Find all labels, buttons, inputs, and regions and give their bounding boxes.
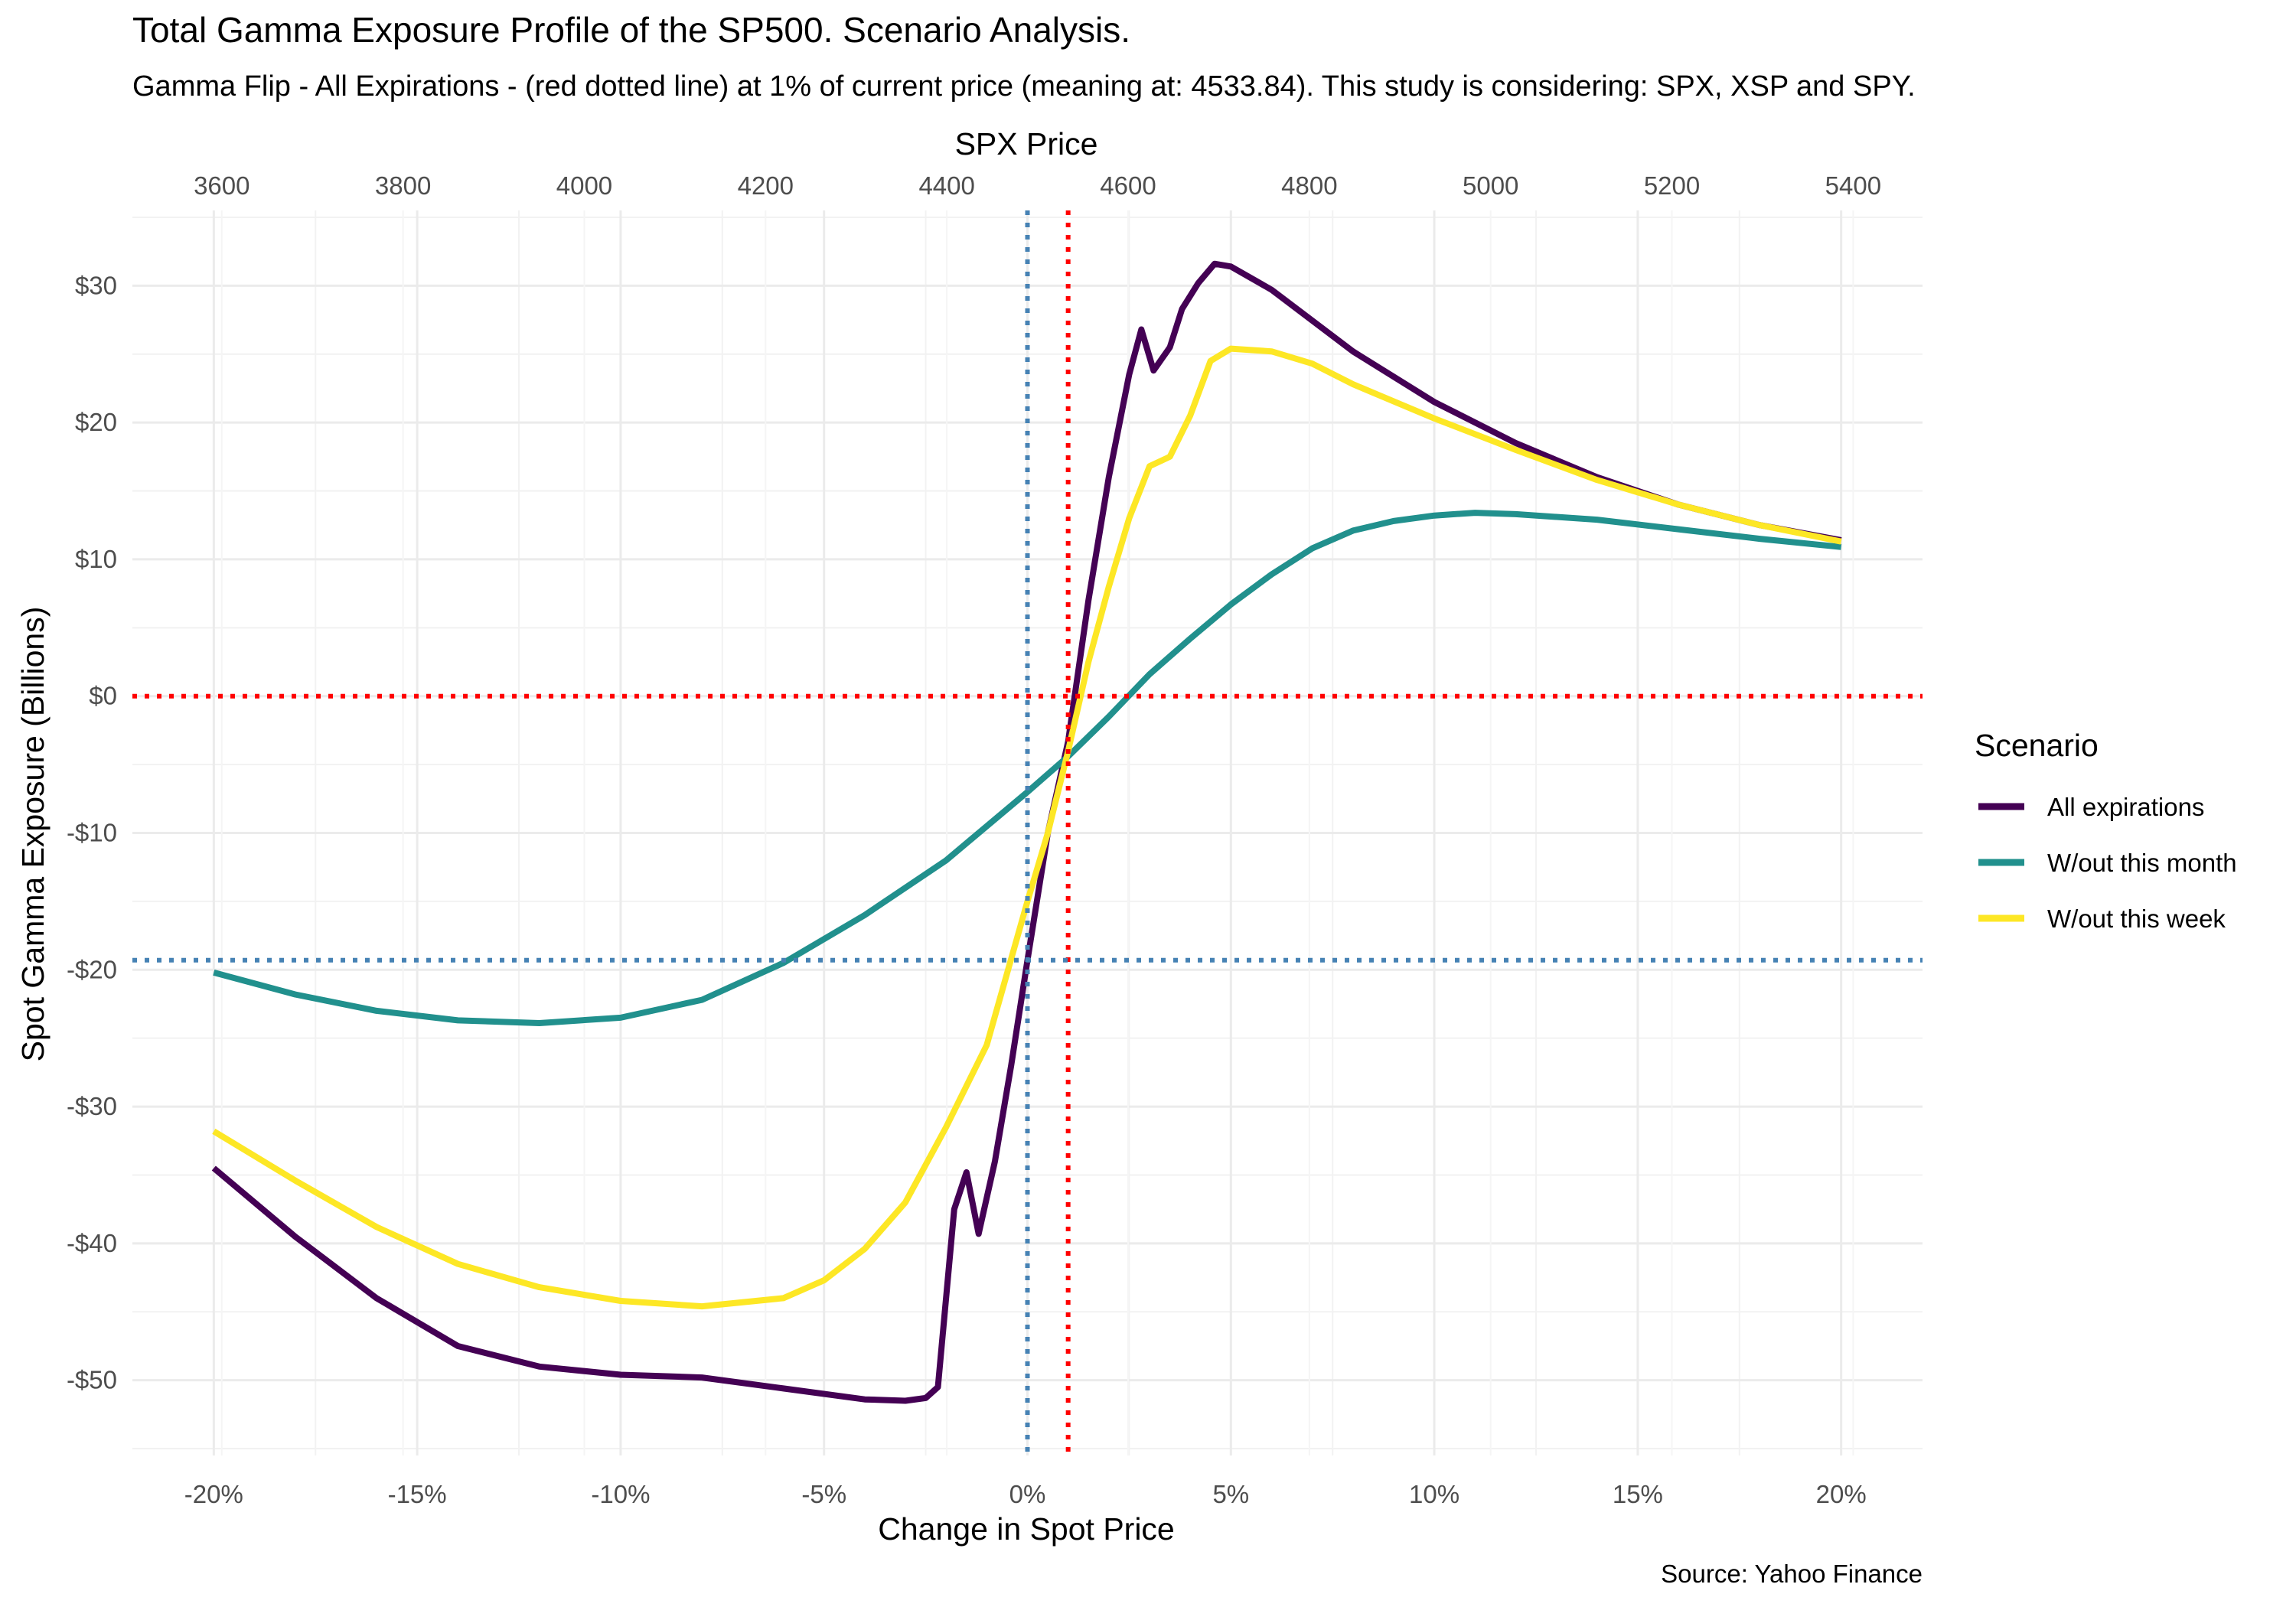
x-tick-label: 15% <box>1613 1480 1663 1508</box>
chart-subtitle: Gamma Flip - All Expirations - (red dott… <box>132 70 1916 103</box>
secondary-x-tick-label: 5200 <box>1644 171 1700 200</box>
legend-item-label: All expirations <box>2047 793 2204 821</box>
source-caption: Source: Yahoo Finance <box>1661 1560 1923 1588</box>
x-tick-label: 10% <box>1409 1480 1459 1508</box>
y-tick-label: -$30 <box>67 1092 117 1120</box>
x-tick-label: 20% <box>1816 1480 1867 1508</box>
chart-title: Total Gamma Exposure Profile of the SP50… <box>132 10 1130 50</box>
x-tick-label: -20% <box>184 1480 243 1508</box>
secondary-x-tick-label: 3600 <box>194 171 249 200</box>
x-tick-label: -5% <box>801 1480 846 1508</box>
secondary-x-tick-label: 4600 <box>1100 171 1156 200</box>
y-tick-label: -$10 <box>67 819 117 847</box>
y-tick-label: -$20 <box>67 955 117 983</box>
x-tick-label: -15% <box>388 1480 447 1508</box>
secondary-x-tick-label: 5000 <box>1463 171 1518 200</box>
legend: Scenario All expirations W/out this month… <box>1975 728 2237 933</box>
y-tick-label: $0 <box>89 682 117 710</box>
x-tick-label: 0% <box>1009 1480 1046 1508</box>
series-line-w-out-this-month <box>213 510 1842 1026</box>
x-tick-label: 5% <box>1212 1480 1249 1508</box>
series-lines <box>211 260 1842 1404</box>
x-axis-title: Change in Spot Price <box>878 1511 1174 1547</box>
secondary-x-tick-label: 4800 <box>1281 171 1337 200</box>
secondary-x-tick-label: 5400 <box>1825 171 1881 200</box>
reference-lines <box>132 210 1923 1455</box>
secondary-x-tick-label: 4000 <box>556 171 612 200</box>
x-axis-tick-labels: -20% -15% -10% -5% 0% 5% 10% 15% 20% <box>184 1480 1867 1508</box>
secondary-x-axis-title: SPX Price <box>955 126 1098 161</box>
secondary-x-tick-label: 3800 <box>375 171 431 200</box>
y-tick-label: $20 <box>75 408 117 436</box>
legend-title: Scenario <box>1975 728 2099 763</box>
y-axis-tick-labels: -$50 -$40 -$30 -$20 -$10 $0 $10 $20 $30 <box>67 271 117 1393</box>
series-line-w-out-this-week <box>212 345 1842 1310</box>
y-tick-label: -$50 <box>67 1366 117 1394</box>
y-tick-label: -$40 <box>67 1229 117 1257</box>
secondary-x-tick-label: 4200 <box>738 171 794 200</box>
major-gridlines <box>132 210 1923 1455</box>
y-tick-label: $30 <box>75 271 117 299</box>
secondary-x-axis-tick-labels: 3600 3800 4000 4200 4400 4600 4800 5000 5200 5400 <box>194 171 1881 200</box>
legend-items: All expirations W/out this month W/out thi… <box>1978 793 2237 933</box>
x-tick-label: -10% <box>591 1480 650 1508</box>
y-axis-title: Spot Gamma Exposure (Billions) <box>15 607 51 1062</box>
secondary-x-tick-label: 4400 <box>918 171 974 200</box>
legend-item-label: W/out this week <box>2047 905 2226 933</box>
legend-item-label: W/out this month <box>2047 849 2237 877</box>
y-tick-label: $10 <box>75 545 117 573</box>
